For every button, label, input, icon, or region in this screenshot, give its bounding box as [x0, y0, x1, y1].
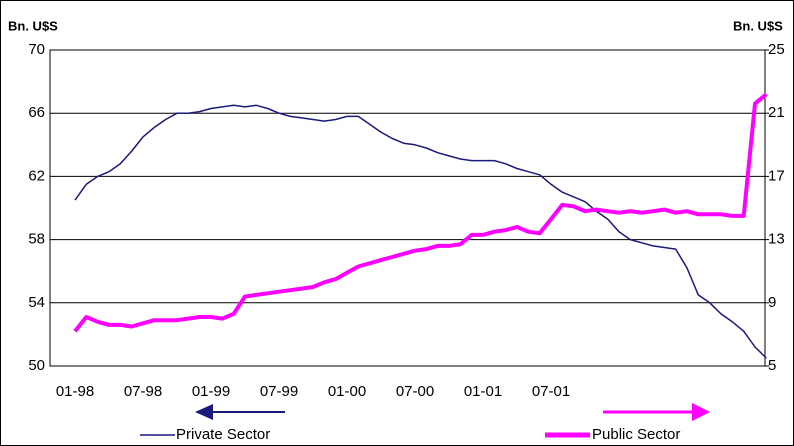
y-tick-label: 70	[28, 41, 45, 58]
x-tick-label: 07-00	[396, 383, 434, 400]
y-tick-label: 62	[28, 167, 45, 184]
legend-label: Public Sector	[592, 426, 680, 443]
left-arrow	[195, 404, 285, 420]
y2-axis-label: Bn. U$S	[733, 18, 783, 33]
y-tick-label: 54	[28, 294, 45, 311]
series-line	[73, 92, 768, 333]
y2-tick-label: 5	[768, 357, 776, 374]
y-tick-label: 66	[28, 104, 45, 121]
legend-label: Private Sector	[176, 426, 270, 443]
y2-tick-label: 13	[768, 231, 785, 248]
y2-tick-label: 17	[768, 167, 785, 184]
x-tick-label: 01-98	[56, 383, 94, 400]
x-tick-label: 01-00	[328, 383, 366, 400]
y2-tick-label: 9	[768, 294, 776, 311]
series-line	[74, 104, 767, 359]
x-tick-label: 07-99	[260, 383, 298, 400]
x-tick-label: 07-98	[124, 383, 162, 400]
y2-tick-label: 21	[768, 104, 785, 121]
y-tick-label: 50	[28, 357, 45, 374]
y-axis-label: Bn. U$S	[8, 18, 58, 33]
x-tick-label: 07-01	[532, 383, 570, 400]
x-tick-label: 01-01	[464, 383, 502, 400]
x-tick-label: 01-99	[192, 383, 230, 400]
y2-tick-label: 25	[768, 41, 785, 58]
y-tick-label: 58	[28, 231, 45, 248]
right-arrow	[603, 403, 710, 421]
